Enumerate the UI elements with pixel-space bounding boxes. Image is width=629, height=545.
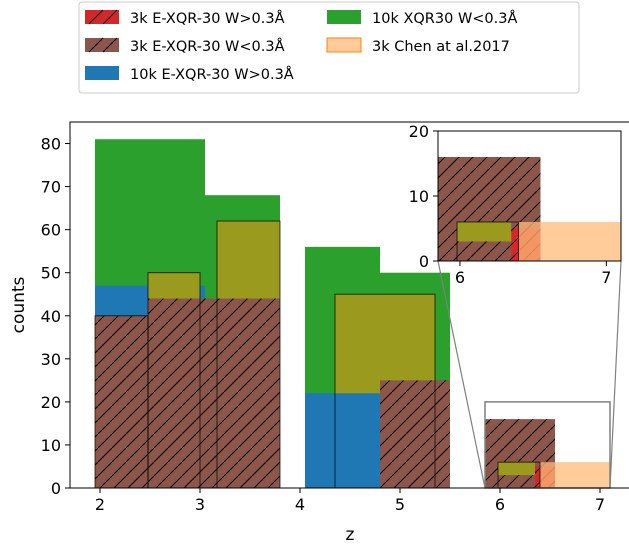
bar-outline	[334, 293, 436, 488]
inset-bar	[0, 0, 21, 261]
overlap-bar	[148, 272, 200, 299]
x-tick-label: 5	[395, 495, 405, 514]
inset-x-tick-label: 6	[455, 268, 465, 287]
y-tick-label: 10	[41, 436, 61, 455]
legend-swatch	[85, 10, 119, 24]
legend-swatch	[327, 10, 361, 24]
y-tick-label: 60	[41, 221, 61, 240]
y-tick-label: 80	[41, 135, 61, 154]
legend-label: 3k E-XQR-30 W>0.3Å	[130, 10, 285, 27]
inset-bar	[0, 0, 28, 261]
zoom-connector	[437, 260, 486, 489]
inset-bar-hatch	[284, 99, 386, 262]
plot-frame	[69, 121, 629, 489]
legend: 3k E-XQR-30 W>0.3Å 3k E-XQR-30 W<0.3Å 10k …	[78, 1, 580, 94]
x-axis-label: z	[346, 525, 355, 545]
inset-overlap-bar	[457, 222, 512, 242]
legend-swatch	[85, 38, 119, 52]
inset-bar	[518, 222, 621, 261]
legend-label: 3k Chen at al.2017	[372, 39, 510, 55]
bar-hatch	[95, 315, 148, 488]
overlap-bar	[217, 221, 280, 299]
inset-y-tick-label: 20	[409, 122, 429, 141]
legend-hatch	[102, 9, 118, 25]
inset-y-tick-label: 0	[419, 252, 429, 271]
legend-label: 3k E-XQR-30 W<0.3Å	[130, 38, 285, 55]
inset-bar	[0, 0, 28, 261]
legend-label: 10k E-XQR-30 W>0.3Å	[130, 66, 294, 83]
overlap-bar	[335, 294, 380, 394]
bar-hatch	[148, 272, 200, 488]
legend-label: 10k XQR30 W<0.3Å	[372, 10, 517, 27]
zoom-connector	[609, 260, 622, 489]
y-tick-label: 40	[41, 307, 61, 326]
y-tick-label: 50	[41, 264, 61, 283]
legend-hatch	[88, 37, 104, 53]
y-axis-label: counts	[9, 276, 29, 333]
overlap-bar	[380, 294, 435, 381]
x-tick-label: 3	[195, 495, 205, 514]
inset-y-tick-label: 10	[409, 187, 429, 206]
x-tick-label: 2	[95, 495, 105, 514]
legend-swatch	[326, 37, 362, 53]
inset-bar-outline	[0, 0, 21, 261]
x-tick-label: 7	[595, 495, 605, 514]
y-tick-label: 30	[41, 350, 61, 369]
inset-bar	[284, 99, 386, 262]
bar-hatch	[380, 380, 450, 488]
overlap-bar	[498, 462, 535, 476]
inset-bar-hatch	[0, 0, 21, 261]
x-tick-label: 4	[295, 495, 305, 514]
x-tick-label: 6	[495, 495, 505, 514]
legend-hatch	[102, 37, 118, 53]
inset-bar-outline	[456, 221, 520, 261]
bar	[305, 393, 380, 488]
y-tick-label: 0	[51, 479, 61, 498]
bar	[540, 462, 610, 488]
bar-hatch	[200, 298, 280, 488]
legend-hatch	[88, 9, 104, 25]
inset-x-tick-label: 7	[601, 268, 611, 287]
y-tick-label: 70	[41, 178, 61, 197]
y-tick-label: 20	[41, 393, 61, 412]
legend-swatch	[85, 66, 119, 80]
inset-bar	[284, 99, 386, 262]
